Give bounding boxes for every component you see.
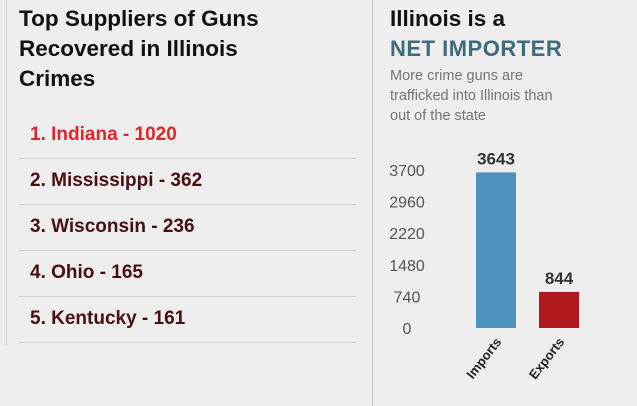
supplier-item-2: 2. Mississippi - 362 — [19, 159, 356, 205]
panel-divider — [372, 0, 373, 406]
bar-exports — [539, 291, 579, 328]
right-caption: More crime guns are trafficked into Illi… — [390, 66, 620, 126]
y-tick-label-1: 740 — [394, 289, 421, 306]
caption-line-1: More crime guns are — [390, 68, 523, 84]
y-tick-label-5: 3700 — [389, 163, 425, 180]
supplier-item-1: 1. Indiana - 1020 — [19, 115, 356, 159]
right-subtitle: NET IMPORTER — [390, 36, 563, 61]
supplier-item-5: 5. Kentucky - 161 — [19, 297, 356, 343]
y-tick-label-3: 2220 — [389, 226, 425, 243]
right-title: Illinois is a — [390, 6, 506, 31]
caption-line-2: trafficked into Illinois than — [390, 88, 553, 104]
y-tick-label-0: 0 — [403, 321, 412, 338]
supplier-item-3: 3. Wisconsin - 236 — [19, 205, 356, 251]
bar-imports — [476, 172, 516, 328]
left-title-line-3: Crimes — [19, 66, 96, 91]
value-label-exports: 844 — [545, 269, 574, 288]
left-panel: Top Suppliers of Guns Recovered in Illin… — [6, 0, 359, 345]
left-title-line-1: Top Suppliers of Guns — [19, 6, 259, 31]
supplier-list: 1. Indiana - 1020 2. Mississippi - 362 3… — [19, 115, 356, 343]
supplier-item-4: 4. Ohio - 165 — [19, 251, 356, 297]
bar-chart: 0 740 1480 2220 2960 3700 3643 Imports 844 Export… — [389, 149, 579, 382]
left-edge-divider — [6, 0, 7, 345]
left-title: Top Suppliers of Guns Recovered in Illin… — [19, 4, 359, 94]
right-panel: Illinois is a NET IMPORTER More crime gu… — [373, 0, 637, 406]
y-tick-label-4: 2960 — [389, 195, 425, 212]
left-title-line-2: Recovered in Illinois — [19, 36, 238, 61]
value-label-imports: 3643 — [477, 149, 515, 168]
y-tick-label-2: 1480 — [389, 258, 425, 275]
category-label-imports: Imports — [463, 335, 504, 382]
category-label-exports: Exports — [526, 335, 568, 382]
caption-line-3: out of the state — [390, 108, 486, 124]
